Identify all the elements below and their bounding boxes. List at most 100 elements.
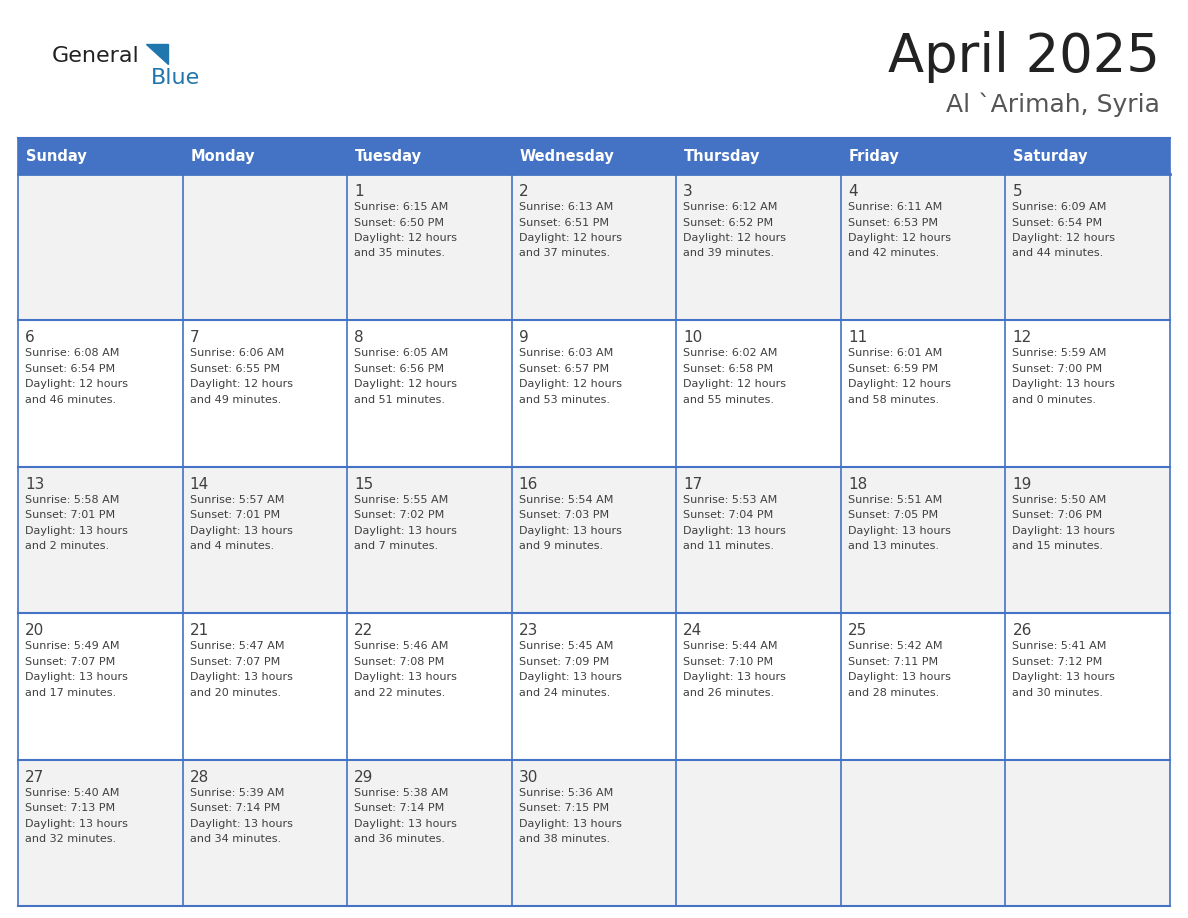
Text: Daylight: 12 hours: Daylight: 12 hours — [519, 379, 621, 389]
Text: 30: 30 — [519, 769, 538, 785]
Bar — [347, 138, 512, 174]
Text: Daylight: 12 hours: Daylight: 12 hours — [848, 233, 950, 243]
Text: 15: 15 — [354, 476, 373, 492]
Bar — [512, 138, 676, 174]
Text: Monday: Monday — [190, 149, 255, 163]
Text: and 13 minutes.: and 13 minutes. — [848, 542, 939, 552]
Text: and 37 minutes.: and 37 minutes. — [519, 249, 609, 259]
Text: Daylight: 13 hours: Daylight: 13 hours — [25, 526, 128, 536]
Text: Blue: Blue — [151, 68, 201, 88]
Text: Sunset: 6:54 PM: Sunset: 6:54 PM — [1012, 218, 1102, 228]
Text: Daylight: 13 hours: Daylight: 13 hours — [190, 819, 292, 829]
Text: Daylight: 13 hours: Daylight: 13 hours — [354, 672, 457, 682]
Text: Sunrise: 6:11 AM: Sunrise: 6:11 AM — [848, 202, 942, 212]
Text: Sunrise: 5:59 AM: Sunrise: 5:59 AM — [1012, 349, 1107, 358]
Text: and 17 minutes.: and 17 minutes. — [25, 688, 116, 698]
Text: Daylight: 13 hours: Daylight: 13 hours — [1012, 672, 1116, 682]
Text: and 32 minutes.: and 32 minutes. — [25, 834, 116, 844]
Text: Daylight: 13 hours: Daylight: 13 hours — [190, 672, 292, 682]
Text: 21: 21 — [190, 623, 209, 638]
Text: Daylight: 12 hours: Daylight: 12 hours — [683, 233, 786, 243]
Text: Sunset: 7:12 PM: Sunset: 7:12 PM — [1012, 656, 1102, 666]
Text: Sunrise: 5:54 AM: Sunrise: 5:54 AM — [519, 495, 613, 505]
Text: Sunrise: 6:05 AM: Sunrise: 6:05 AM — [354, 349, 448, 358]
Text: 13: 13 — [25, 476, 44, 492]
Text: and 26 minutes.: and 26 minutes. — [683, 688, 775, 698]
Text: Sunset: 7:14 PM: Sunset: 7:14 PM — [190, 803, 280, 813]
Text: Daylight: 13 hours: Daylight: 13 hours — [683, 672, 786, 682]
Text: Sunset: 7:13 PM: Sunset: 7:13 PM — [25, 803, 115, 813]
Text: Sunset: 6:54 PM: Sunset: 6:54 PM — [25, 364, 115, 374]
Text: and 7 minutes.: and 7 minutes. — [354, 542, 438, 552]
Text: Tuesday: Tuesday — [355, 149, 422, 163]
Text: Daylight: 12 hours: Daylight: 12 hours — [190, 379, 292, 389]
Text: and 4 minutes.: and 4 minutes. — [190, 542, 273, 552]
Text: 2: 2 — [519, 184, 529, 199]
Text: 28: 28 — [190, 769, 209, 785]
Text: Sunset: 6:58 PM: Sunset: 6:58 PM — [683, 364, 773, 374]
Text: Sunset: 7:07 PM: Sunset: 7:07 PM — [25, 656, 115, 666]
Text: Sunrise: 5:42 AM: Sunrise: 5:42 AM — [848, 641, 942, 651]
Text: 20: 20 — [25, 623, 44, 638]
Text: and 34 minutes.: and 34 minutes. — [190, 834, 280, 844]
Text: Sunset: 7:08 PM: Sunset: 7:08 PM — [354, 656, 444, 666]
Text: Daylight: 12 hours: Daylight: 12 hours — [354, 233, 457, 243]
Text: 17: 17 — [683, 476, 702, 492]
Text: 4: 4 — [848, 184, 858, 199]
Bar — [18, 613, 1170, 759]
Text: Thursday: Thursday — [684, 149, 760, 163]
Text: 27: 27 — [25, 769, 44, 785]
Text: 5: 5 — [1012, 184, 1022, 199]
Text: Sunset: 7:02 PM: Sunset: 7:02 PM — [354, 510, 444, 521]
Text: 11: 11 — [848, 330, 867, 345]
Text: April 2025: April 2025 — [889, 31, 1159, 83]
Text: Wednesday: Wednesday — [519, 149, 614, 163]
Text: Sunset: 6:50 PM: Sunset: 6:50 PM — [354, 218, 444, 228]
Text: and 53 minutes.: and 53 minutes. — [519, 395, 609, 405]
Text: and 58 minutes.: and 58 minutes. — [848, 395, 939, 405]
Text: Sunset: 7:06 PM: Sunset: 7:06 PM — [1012, 510, 1102, 521]
Text: Sunset: 7:05 PM: Sunset: 7:05 PM — [848, 510, 939, 521]
Text: Sunrise: 6:01 AM: Sunrise: 6:01 AM — [848, 349, 942, 358]
Text: Sunset: 6:56 PM: Sunset: 6:56 PM — [354, 364, 444, 374]
Bar — [18, 320, 1170, 466]
Text: Sunrise: 5:36 AM: Sunrise: 5:36 AM — [519, 788, 613, 798]
Text: 16: 16 — [519, 476, 538, 492]
Text: and 9 minutes.: and 9 minutes. — [519, 542, 602, 552]
Text: 23: 23 — [519, 623, 538, 638]
Text: Sunrise: 5:39 AM: Sunrise: 5:39 AM — [190, 788, 284, 798]
Text: and 55 minutes.: and 55 minutes. — [683, 395, 775, 405]
Text: 26: 26 — [1012, 623, 1032, 638]
Text: 24: 24 — [683, 623, 702, 638]
Text: Sunrise: 5:47 AM: Sunrise: 5:47 AM — [190, 641, 284, 651]
Text: Daylight: 12 hours: Daylight: 12 hours — [25, 379, 128, 389]
Text: Sunset: 7:01 PM: Sunset: 7:01 PM — [25, 510, 115, 521]
Text: 8: 8 — [354, 330, 364, 345]
Text: 18: 18 — [848, 476, 867, 492]
Text: and 22 minutes.: and 22 minutes. — [354, 688, 446, 698]
Bar — [183, 138, 347, 174]
Text: Al `Arimah, Syria: Al `Arimah, Syria — [946, 93, 1159, 117]
Text: and 35 minutes.: and 35 minutes. — [354, 249, 446, 259]
Text: Sunrise: 5:57 AM: Sunrise: 5:57 AM — [190, 495, 284, 505]
Text: General: General — [52, 46, 140, 66]
Text: 22: 22 — [354, 623, 373, 638]
Text: 12: 12 — [1012, 330, 1031, 345]
Text: Sunset: 7:07 PM: Sunset: 7:07 PM — [190, 656, 280, 666]
Text: Sunset: 7:01 PM: Sunset: 7:01 PM — [190, 510, 279, 521]
Text: Sunset: 6:52 PM: Sunset: 6:52 PM — [683, 218, 773, 228]
Text: and 15 minutes.: and 15 minutes. — [1012, 542, 1104, 552]
Bar — [18, 759, 1170, 906]
Text: Sunrise: 5:55 AM: Sunrise: 5:55 AM — [354, 495, 448, 505]
Text: Daylight: 13 hours: Daylight: 13 hours — [848, 672, 950, 682]
Text: and 30 minutes.: and 30 minutes. — [1012, 688, 1104, 698]
Text: Sunset: 6:59 PM: Sunset: 6:59 PM — [848, 364, 939, 374]
Bar — [841, 138, 1005, 174]
Text: Daylight: 12 hours: Daylight: 12 hours — [848, 379, 950, 389]
Text: Saturday: Saturday — [1013, 149, 1088, 163]
Text: Daylight: 12 hours: Daylight: 12 hours — [354, 379, 457, 389]
Text: Sunset: 7:14 PM: Sunset: 7:14 PM — [354, 803, 444, 813]
Text: Daylight: 13 hours: Daylight: 13 hours — [354, 819, 457, 829]
Text: Daylight: 13 hours: Daylight: 13 hours — [25, 819, 128, 829]
Text: 1: 1 — [354, 184, 364, 199]
